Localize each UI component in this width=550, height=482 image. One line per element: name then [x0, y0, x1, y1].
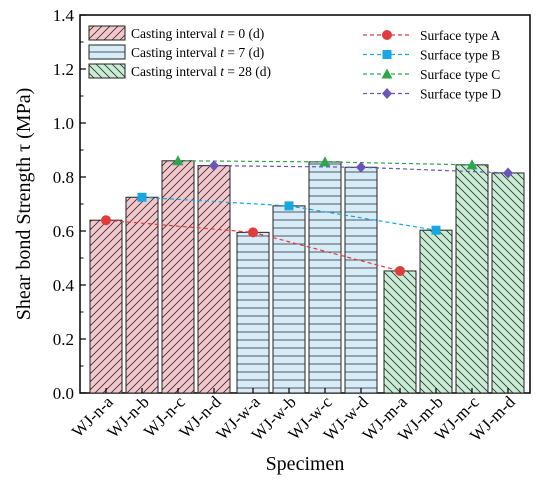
legend-label: Surface type D: [420, 87, 501, 102]
legend-label: Casting interval t = 28 (d): [131, 64, 271, 79]
y-tick-label: 0.0: [53, 384, 74, 403]
legend-surface-type: Surface type A Surface type B Surface type…: [363, 28, 501, 102]
bar: [125, 196, 159, 394]
bar: [236, 231, 270, 394]
marker-square: [431, 225, 441, 235]
bar: [272, 205, 306, 394]
marker-diamond: [503, 167, 513, 179]
bar: [419, 229, 453, 394]
marker-circle: [395, 265, 405, 276]
series-lines: [101, 155, 513, 276]
marker-triangle: [172, 155, 184, 166]
legend-swatch: [88, 25, 126, 41]
bar: [344, 166, 378, 394]
y-tick-label: 0.2: [53, 330, 74, 349]
legend-label: Surface type A: [420, 28, 500, 43]
marker-diamond: [356, 161, 366, 173]
bar: [383, 270, 417, 394]
marker-square: [284, 201, 294, 211]
bars: [89, 160, 525, 394]
legend-swatch: [88, 44, 126, 60]
y-tick-label: 0.8: [53, 168, 74, 187]
marker-diamond: [209, 160, 219, 172]
y-axis-title: Shear bond Strength τ (MPa): [13, 88, 35, 320]
bar: [308, 161, 342, 394]
legend-swatch: [88, 63, 126, 79]
legend-label: Surface type C: [420, 67, 500, 82]
y-tick-label: 0.4: [53, 276, 75, 295]
marker-triangle: [381, 68, 393, 79]
marker-square: [382, 50, 392, 59]
marker-triangle: [466, 159, 478, 170]
legend-label: Casting interval t = 0 (d): [131, 26, 264, 41]
y-tick-label: 1.4: [53, 6, 75, 25]
marker-circle: [248, 227, 258, 238]
legend-casting-interval: Casting interval t = 0 (d) Casting interv…: [88, 25, 271, 79]
bar: [89, 219, 123, 394]
x-axis-title: Specimen: [266, 453, 345, 475]
y-tick-label: 1.2: [53, 60, 74, 79]
y-tick-label: 0.6: [53, 222, 74, 241]
marker-diamond: [382, 88, 392, 99]
legend-label: Casting interval t = 7 (d): [131, 45, 264, 60]
legend-label: Surface type B: [420, 48, 500, 63]
bar: [161, 160, 195, 394]
marker-square: [137, 192, 147, 202]
bar: [197, 165, 231, 394]
marker-circle: [101, 215, 111, 226]
marker-triangle: [319, 156, 331, 167]
marker-circle: [382, 30, 392, 40]
bar: [455, 164, 489, 394]
bar: [491, 172, 525, 394]
y-tick-label: 1.0: [53, 114, 74, 133]
x-axis: WJ-n-aWJ-n-bWJ-n-cWJ-n-dWJ-w-aWJ-w-bWJ-w…: [68, 388, 519, 445]
y-axis: 0.0 0.2 0.4 0.6 0.8 1.0 1.2 1.4: [53, 6, 86, 403]
